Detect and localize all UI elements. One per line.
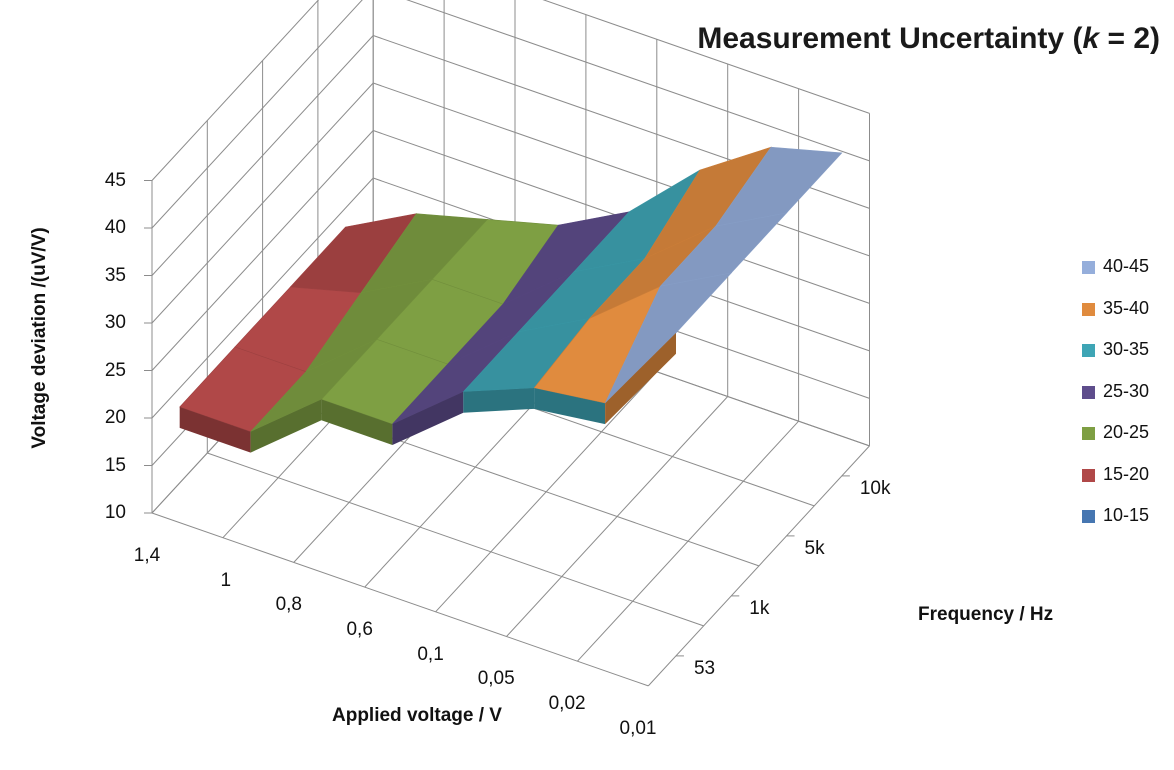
legend-item: 20-25 [1082,422,1172,446]
chart-title: Measurement Uncertainty (k = 2) [697,22,1160,55]
legend-swatch [1082,468,1095,482]
back-wall-gridline [373,82,870,257]
legend-label: 35-40 [1103,297,1150,318]
legend-label: 30-35 [1103,339,1150,359]
surface-front-edge [321,399,393,445]
surface-front-edge [534,388,606,425]
surface-front-edge [179,407,251,453]
legend-item: 10-15 [1082,505,1172,529]
frequency-tick-label: 53 [693,657,716,679]
legend-label: 15-20 [1103,463,1150,484]
legend-swatch [1082,302,1095,316]
legend-item: 40-45 [1082,256,1172,280]
legend-swatch [1082,385,1095,399]
legend-item: 30-35 [1082,339,1172,363]
legend-item: 35-40 [1082,298,1172,322]
legend-label: 25-30 [1103,380,1150,401]
floor-gridline [207,452,704,627]
voltage-tick-label: 0,6 [346,619,373,641]
legend-label: 40-45 [1103,256,1150,276]
surface-front-edge [605,332,676,425]
surface-patch [604,272,733,404]
voltage-tick-label: 0,01 [619,717,657,739]
frequency-tick-label: 1k [749,597,770,619]
value-tick-label: 45 [104,169,126,191]
x-axis-title: Applied voltage / V [332,705,502,726]
value-tick-label: 10 [104,502,126,523]
legend-item: 15-20 [1082,464,1172,488]
frequency-tick-label: 10k [859,477,891,499]
voltage-tick-label: 0,8 [275,594,302,616]
value-tick-label: 30 [104,312,126,333]
surface-front-edge [463,388,535,413]
depth-axis-title: Frequency / Hz [918,604,1054,625]
legend-swatch [1082,427,1095,440]
surface-front-edge [392,391,464,445]
value-tick-label: 35 [104,264,126,286]
voltage-tick-label: 0,1 [417,643,444,665]
legend-label: 10-15 [1103,505,1150,525]
voltage-tick-label: 0,02 [548,693,586,715]
legend-item: 25-30 [1082,381,1172,405]
surface-layer [179,146,843,453]
value-tick-label: 25 [104,359,126,381]
y-axis-title: Voltage deviation /(uV/V) [29,227,50,449]
frequency-tick-label: 5k [804,537,825,559]
value-tick-label: 20 [104,407,126,428]
legend-label: 20-25 [1103,422,1150,442]
value-tick-label: 40 [104,217,126,238]
back-wall-gridline [542,0,870,114]
floor-gridline [151,512,649,687]
voltage-tick-label: 0,05 [477,668,515,690]
value-tick-label: 15 [104,454,126,476]
voltage-tick-label: 1,4 [133,544,161,566]
voltage-tick-label: 1 [220,569,232,591]
legend-swatch [1082,261,1095,274]
legend-swatch [1082,510,1095,523]
legend-swatch [1082,344,1095,357]
surface-front-edge [250,399,322,453]
back-wall-gridline [406,0,870,162]
